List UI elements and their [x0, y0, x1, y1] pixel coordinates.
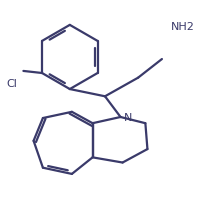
- Text: NH2: NH2: [171, 22, 195, 32]
- Text: N: N: [124, 112, 132, 122]
- Text: Cl: Cl: [7, 78, 18, 88]
